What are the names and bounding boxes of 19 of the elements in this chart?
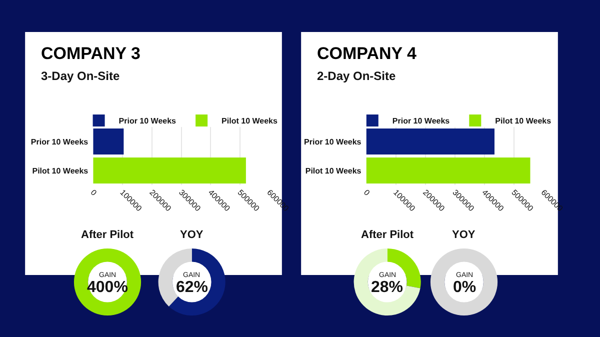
chart-title: COMPANY 3 — [41, 44, 141, 63]
chart-title: After Pilot — [81, 229, 134, 241]
text: 28% — [371, 279, 404, 296]
series-label: Prior 10 Weeks — [392, 116, 450, 126]
donut-slice — [354, 248, 420, 316]
text: 62% — [176, 279, 208, 296]
donut-slice — [168, 248, 226, 316]
chart-subtitle: 2-Day On-Site — [317, 69, 396, 83]
chart-title: YOY — [180, 229, 204, 241]
chart-title: After Pilot — [361, 229, 414, 241]
legend-label: Pilot 10 Weeks — [495, 116, 552, 126]
legend-label: Prior 10 Weeks — [118, 116, 177, 126]
x-tick-label: 0 — [88, 188, 99, 198]
chart-subtitle: 3-Day On-Site — [41, 69, 120, 83]
chart-title: COMPANY 4 — [317, 44, 418, 63]
chart-title: YOY — [452, 229, 476, 241]
legend-label: Pilot 10 Weeks — [222, 116, 278, 126]
x-tick-label: 0 — [362, 188, 372, 198]
text: 0% — [453, 279, 476, 296]
